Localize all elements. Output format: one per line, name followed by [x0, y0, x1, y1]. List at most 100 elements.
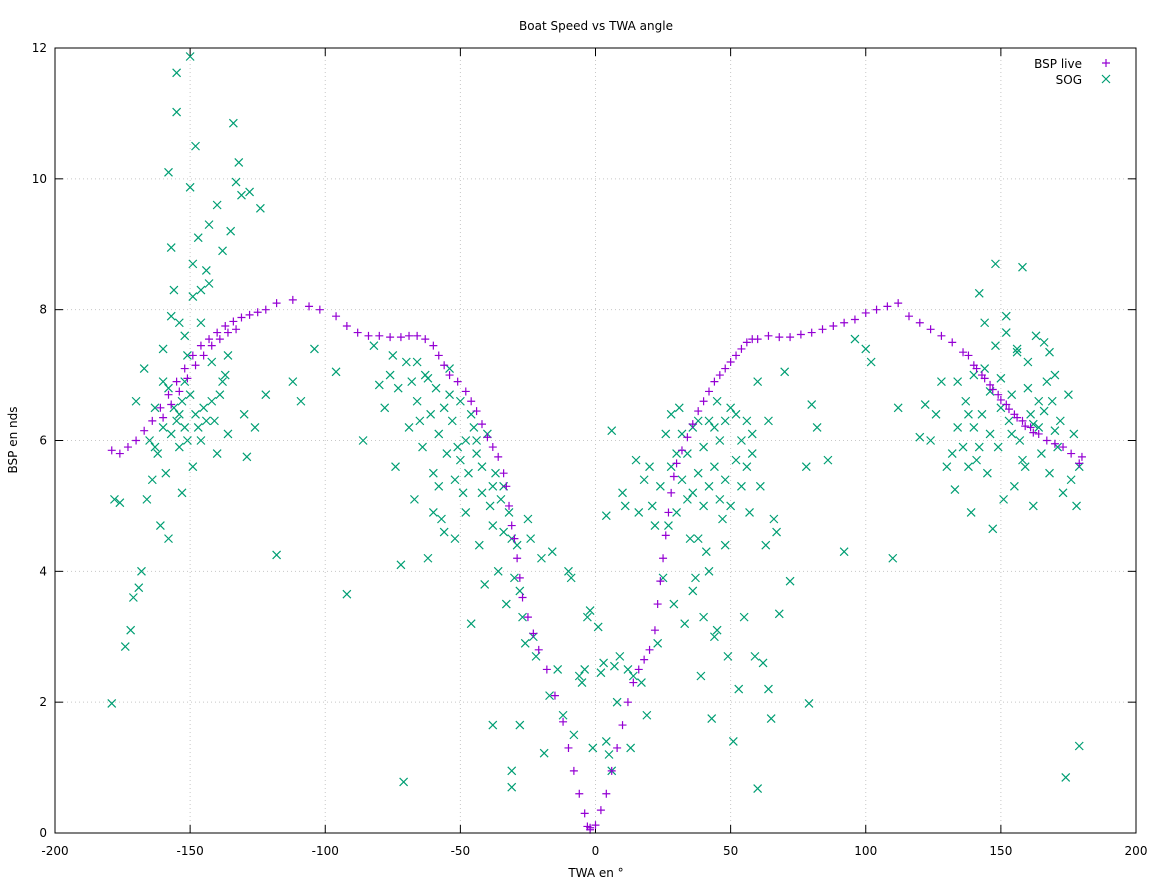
sog-point [204, 279, 214, 288]
bsp-live-point [677, 446, 686, 455]
sog-point [380, 403, 390, 413]
sog-point [726, 501, 736, 511]
bsp-live-point [926, 325, 935, 334]
bsp-live-point [1002, 400, 1011, 409]
sog-point [1028, 501, 1038, 511]
sog-point [666, 462, 676, 472]
sog-point [772, 527, 781, 537]
sog-point [585, 606, 595, 616]
sog-point [1039, 337, 1049, 347]
bsp-live-point [964, 351, 973, 360]
bsp-live-point [623, 698, 632, 707]
bsp-live-point [429, 341, 438, 350]
y-tick-label: 2 [39, 695, 47, 709]
sog-point [234, 158, 244, 167]
sog-point [212, 200, 222, 210]
sog-point [628, 671, 638, 681]
bsp-live-point [288, 295, 297, 304]
sog-point [537, 553, 546, 563]
sog-point [191, 141, 200, 151]
bsp-live-point [669, 472, 678, 481]
bsp-live-point [205, 335, 214, 344]
sog-point [507, 766, 517, 776]
sog-point [1055, 416, 1065, 426]
bsp-live-point [564, 743, 573, 752]
sog-point [612, 697, 622, 707]
sog-point [228, 118, 238, 128]
sog-point [450, 475, 460, 485]
sog-point [764, 684, 773, 694]
sog-point [439, 527, 449, 537]
sog-point [728, 736, 738, 746]
bsp-live-point [732, 351, 741, 360]
sog-point [488, 720, 498, 730]
sog-point [720, 540, 730, 550]
bsp-live-point [753, 335, 762, 344]
sog-point [720, 475, 730, 485]
bsp-live-point [232, 325, 241, 334]
bsp-live-point [494, 452, 503, 461]
bsp-live-point [1067, 449, 1076, 458]
sog-point [999, 494, 1009, 504]
sog-point [547, 547, 557, 557]
sog-point [491, 468, 500, 478]
bsp-live-point [405, 331, 414, 340]
sog-point [412, 396, 422, 406]
bsp-live-point [1077, 452, 1086, 461]
sog-point [434, 429, 444, 439]
y-tick-label: 12 [32, 41, 47, 55]
sog-point [461, 508, 471, 517]
sog-point [166, 243, 176, 252]
sog-point [472, 436, 482, 445]
sog-point [920, 400, 930, 409]
sog-point [169, 285, 179, 295]
sog-point [693, 534, 703, 544]
sog-point [196, 285, 206, 295]
sog-point [1072, 501, 1081, 511]
sog-point [964, 409, 973, 419]
bsp-live-point [164, 390, 173, 399]
sog-point [191, 409, 200, 419]
bsp-live-point [499, 469, 508, 478]
bsp-live-point [596, 806, 605, 815]
sog-point [609, 661, 619, 671]
bsp-live-point [215, 335, 224, 344]
bsp-live-point [213, 328, 222, 337]
sog-point [396, 560, 406, 570]
bsp-live-point [818, 325, 827, 334]
x-tick-label: -50 [451, 844, 471, 858]
sog-point [455, 396, 465, 406]
bsp-live-point [196, 341, 205, 350]
sog-point [672, 508, 681, 517]
sog-point [866, 357, 876, 367]
sog-point [577, 678, 587, 687]
sog-point [618, 488, 627, 498]
x-tick-label: 150 [989, 844, 1012, 858]
sog-point [415, 416, 425, 426]
bsp-live-point [737, 344, 746, 353]
sog-point [215, 390, 225, 400]
sog-point [761, 540, 771, 550]
bsp-live-point [510, 534, 519, 543]
sog-point [607, 426, 617, 436]
sog-point [155, 521, 165, 530]
sog-point [812, 422, 822, 432]
sog-point [237, 190, 246, 200]
sog-point [223, 351, 233, 360]
bsp-live-point [237, 313, 246, 322]
sog-point [615, 651, 625, 661]
sog-point [399, 777, 409, 787]
bsp-live-point [353, 328, 362, 337]
sog-point [682, 449, 692, 459]
sog-point [453, 442, 463, 452]
bsp-live-point [994, 390, 1003, 399]
bsp-live-point [694, 407, 703, 416]
sog-point [423, 553, 433, 563]
sog-point [699, 612, 709, 622]
sog-point [780, 367, 790, 377]
sog-point [669, 599, 679, 609]
bsp-live-point [1013, 413, 1022, 422]
sog-point [693, 468, 703, 478]
sog-point [966, 508, 976, 517]
sog-point [207, 357, 217, 367]
